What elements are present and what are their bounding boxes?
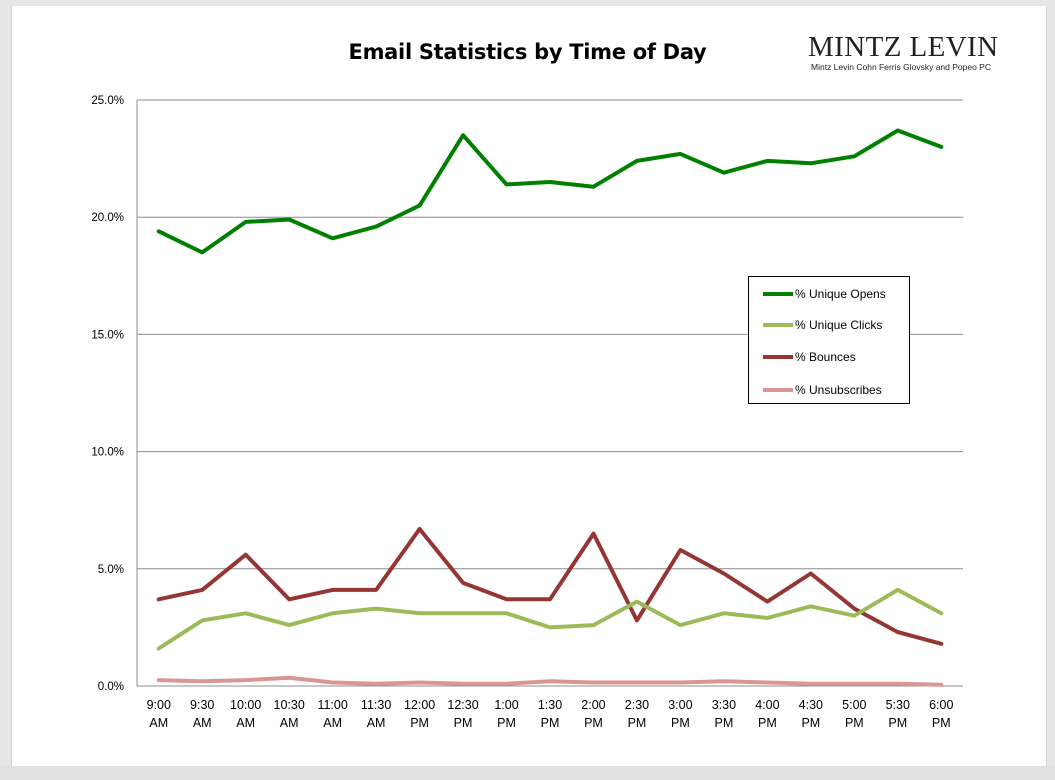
chart-legend: % Unique Opens % Unique Clicks % Bounces… bbox=[748, 276, 910, 404]
x-tick-label: 9:30 AM bbox=[190, 698, 214, 730]
logo-subtitle: Mintz Levin Cohn Ferris Glovsky and Pope… bbox=[811, 62, 991, 72]
legend-label-bounces: % Bounces bbox=[795, 350, 856, 364]
series-lines bbox=[156, 128, 944, 687]
x-tick-label: 11:00 AM bbox=[317, 698, 347, 730]
x-tick-label: 11:30 AM bbox=[361, 698, 391, 730]
legend-item-unsubscribes: % Unsubscribes bbox=[763, 382, 882, 398]
x-tick-label: 6:00 PM bbox=[929, 698, 953, 730]
y-tick-label: 15.0% bbox=[91, 329, 124, 341]
legend-swatch-bounces bbox=[763, 355, 793, 359]
x-tick-label: 2:30 PM bbox=[625, 698, 649, 730]
x-tick-label: 12:30 PM bbox=[447, 698, 478, 730]
chart-title: Email Statistics by Time of Day bbox=[348, 40, 707, 64]
x-tick-label: 4:00 PM bbox=[755, 698, 779, 730]
x-tick-labels: 9:00 AM 9:30 AM 10:00 AM 10:30 AM 11:00 AM 11:30 AM… bbox=[147, 698, 954, 730]
legend-swatch-unique-opens bbox=[763, 292, 793, 296]
legend-label-unique-clicks: % Unique Clicks bbox=[795, 318, 883, 332]
legend-item-unique-opens: % Unique Opens bbox=[763, 286, 886, 302]
legend-swatch-unique-clicks bbox=[763, 323, 793, 327]
series-line-bounces bbox=[156, 527, 944, 646]
y-tick-label: 0.0% bbox=[98, 681, 124, 693]
legend-label-unique-opens: % Unique Opens bbox=[795, 287, 886, 301]
x-tick-label: 5:30 PM bbox=[886, 698, 910, 730]
legend-item-unique-clicks: % Unique Clicks bbox=[763, 317, 882, 333]
series-line-unique-clicks bbox=[156, 587, 944, 651]
series-line-unique-opens bbox=[156, 128, 944, 255]
x-tick-label: 1:30 PM bbox=[538, 698, 562, 730]
legend-item-bounces: % Bounces bbox=[763, 349, 856, 365]
logo-name: MINTZ LEVIN bbox=[808, 31, 999, 63]
y-tick-label: 5.0% bbox=[98, 564, 124, 576]
x-tick-label: 3:30 PM bbox=[712, 698, 736, 730]
x-tick-label: 1:00 PM bbox=[494, 698, 518, 730]
legend-swatch-unsubscribes bbox=[763, 388, 793, 392]
x-tick-label: 4:30 PM bbox=[799, 698, 823, 730]
y-tick-labels: 0.0% 5.0% 10.0% 15.0% 20.0% 25.0% bbox=[91, 95, 124, 693]
x-tick-label: 9:00 AM bbox=[147, 698, 171, 730]
y-tick-label: 25.0% bbox=[91, 95, 124, 107]
x-tick-label: 10:00 AM bbox=[230, 698, 261, 730]
x-tick-label: 3:00 PM bbox=[668, 698, 692, 730]
gridlines bbox=[137, 99, 963, 570]
x-tick-label: 5:00 PM bbox=[842, 698, 866, 730]
series-line-unsubscribes bbox=[156, 675, 944, 687]
axes bbox=[136, 100, 963, 687]
x-tick-label: 2:00 PM bbox=[581, 698, 605, 730]
y-tick-label: 20.0% bbox=[91, 212, 124, 224]
company-logo: MINTZ LEVIN Mintz Levin Cohn Ferris Glov… bbox=[808, 31, 998, 73]
window-bottom-band bbox=[0, 766, 1055, 780]
legend-label-unsubscribes: % Unsubscribes bbox=[795, 383, 882, 397]
x-tick-label: 10:30 AM bbox=[274, 698, 305, 730]
x-tick-label: 12:00 PM bbox=[404, 698, 435, 730]
y-tick-label: 10.0% bbox=[91, 447, 124, 459]
